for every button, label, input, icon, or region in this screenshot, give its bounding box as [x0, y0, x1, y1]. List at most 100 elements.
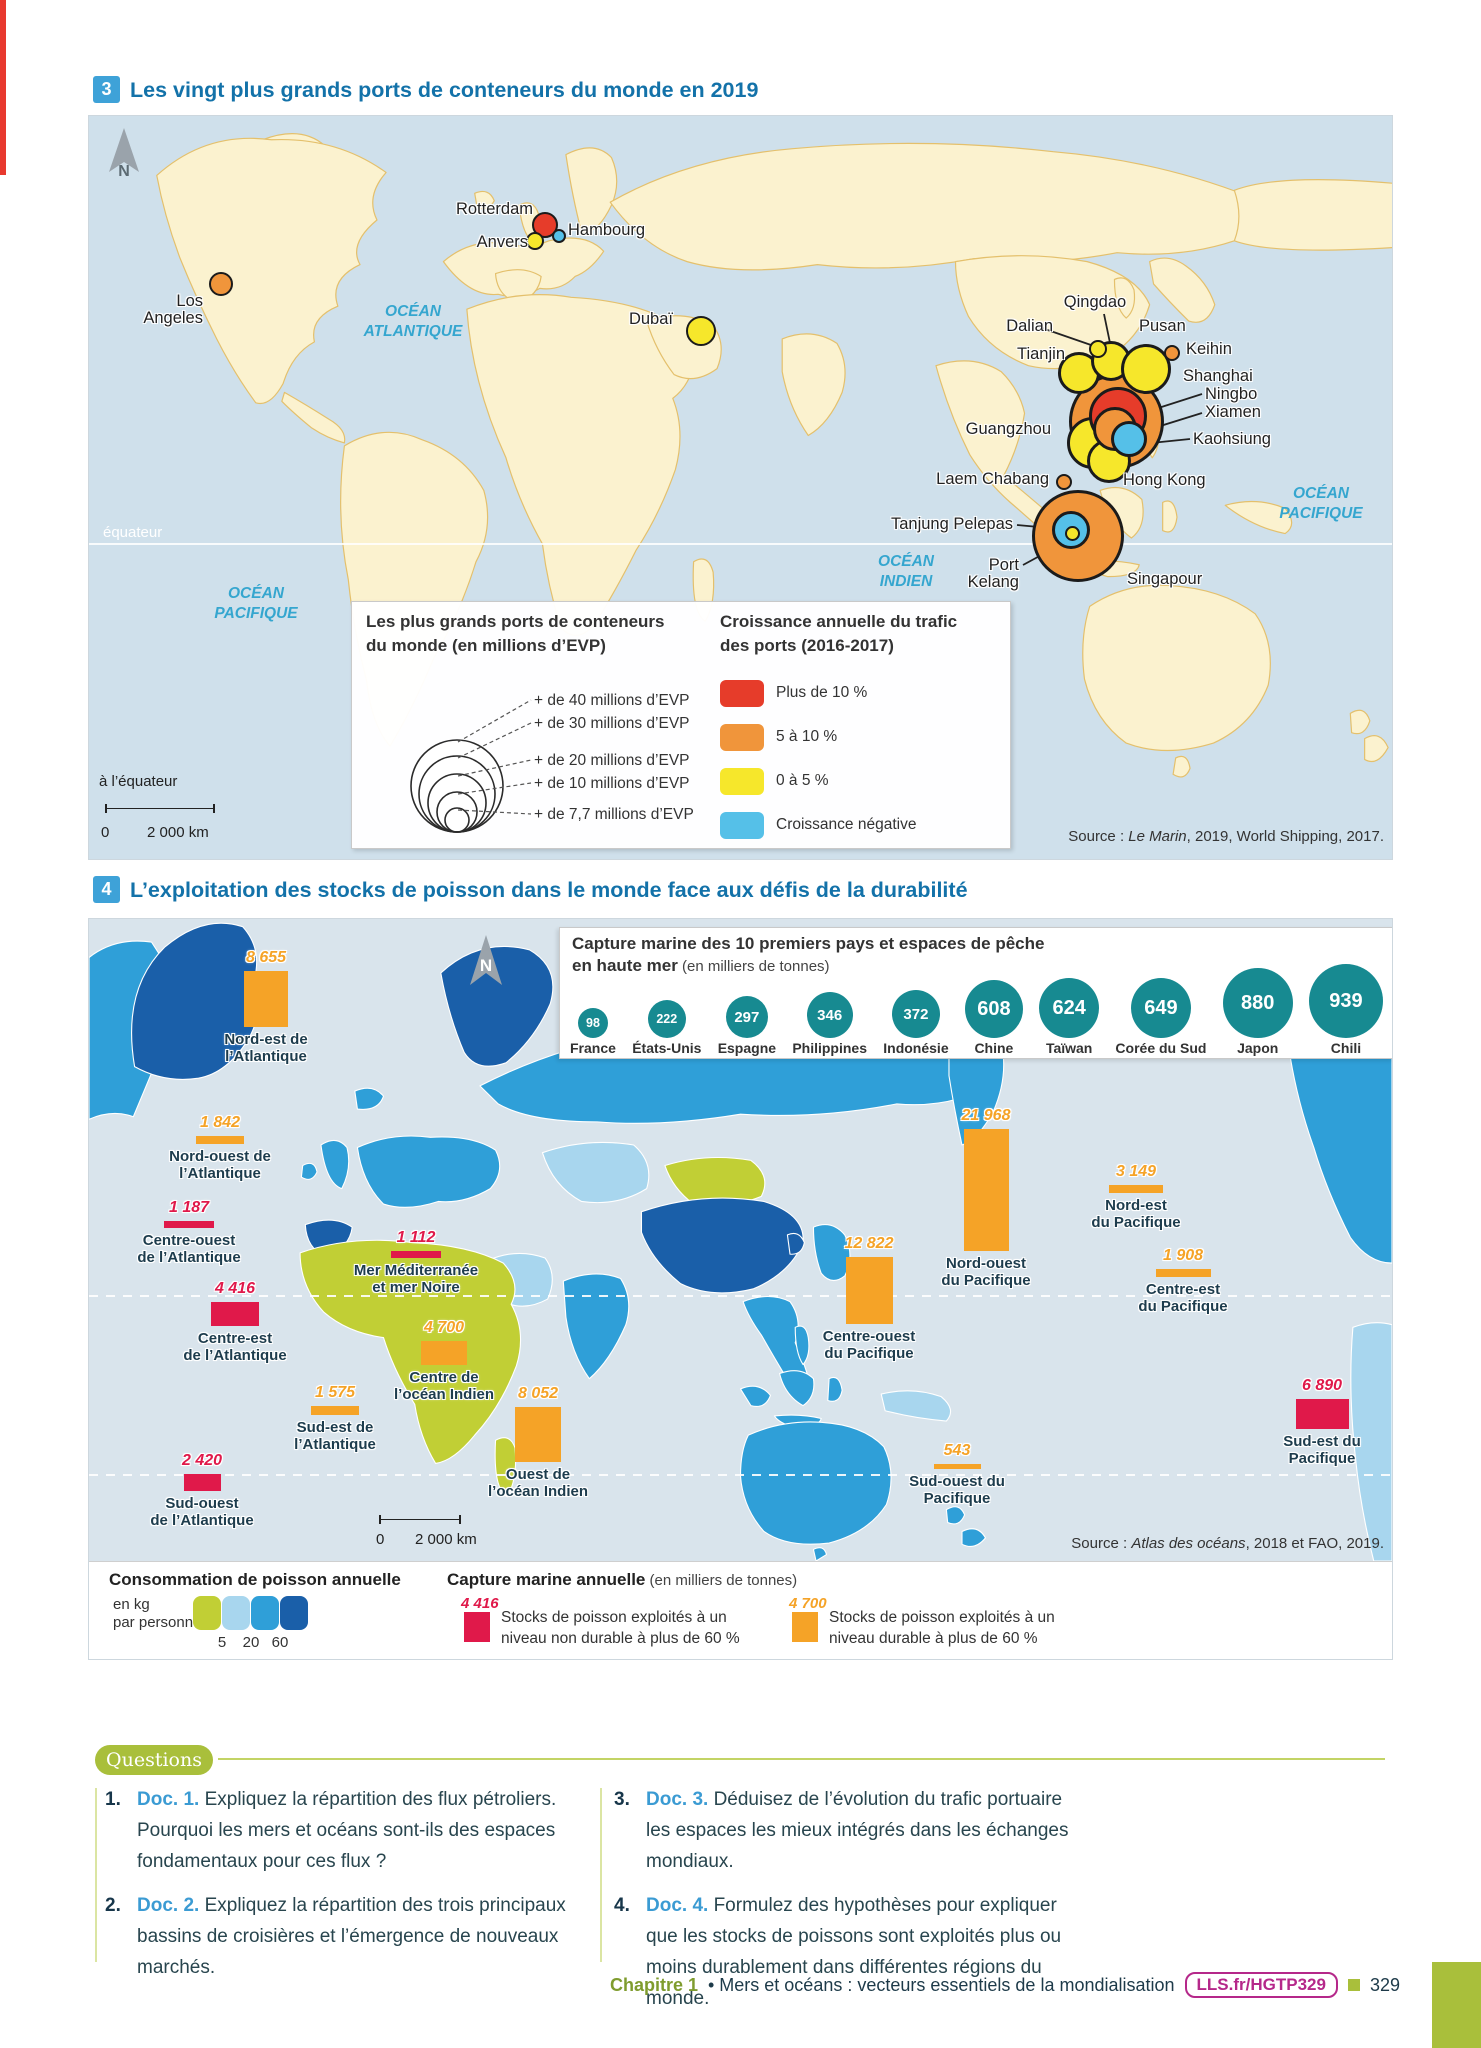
source-italic: Le Marin	[1128, 828, 1187, 845]
landmass-nz1	[946, 1507, 964, 1524]
port-marker-port-kelang	[1064, 525, 1080, 541]
landmass-japan	[813, 1225, 849, 1281]
scale-bar	[105, 804, 215, 813]
zone-name: Mer Méditerranée et mer Noire	[353, 1262, 479, 1296]
green-square-icon	[1347, 1979, 1360, 1991]
capture-circle: 608	[964, 980, 1023, 1038]
size-leader-line	[457, 782, 532, 795]
scale-distance: 2 000 km	[147, 824, 209, 841]
zone-value: 8 052	[517, 1385, 559, 1402]
capture-circle: 346	[806, 992, 853, 1038]
zone-value: 6 890	[1301, 1377, 1343, 1394]
country-name: Philippines	[792, 1040, 867, 1056]
landmass-nz2	[962, 1529, 985, 1547]
country-capture-japon: 880 Japon	[1222, 968, 1293, 1056]
question-number: 1.	[105, 1789, 121, 1810]
port-marker-hambourg	[552, 229, 566, 243]
landmass-africa	[467, 295, 696, 636]
zone-bar-centre-est	[1155, 1269, 1211, 1277]
size-leader-line	[457, 809, 532, 815]
scale-note: à l’équateur	[99, 773, 178, 790]
capture-circle: 297	[725, 996, 768, 1038]
footer: Chapitre 1 • Mers et océans : vecteurs e…	[360, 1972, 1400, 1998]
source-prefix: Source :	[1068, 828, 1129, 845]
size-label: + de 40 millions d’EVP	[534, 692, 690, 709]
size-label: + de 20 millions d’EVP	[534, 752, 690, 769]
source-italic: Atlas des océans	[1131, 1535, 1246, 1552]
zone-bar-centre-ouest	[164, 1221, 214, 1228]
doc4-number: 4	[101, 879, 112, 899]
zone-bar-centre-est	[211, 1302, 259, 1326]
question-text: Déduisez de l’évolution du trafic portua…	[646, 1789, 1069, 1872]
legend-growth-title: Croissance annuelle du trafic	[720, 612, 958, 631]
port-label-anvers: Anvers	[476, 233, 528, 251]
landmass-europe	[357, 1136, 499, 1207]
non-durable-label: Stocks de poisson exploités à un niveau …	[501, 1609, 740, 1647]
landmass-australia	[1083, 585, 1271, 750]
subtitle-normal: (en milliers de tonnes)	[677, 958, 830, 975]
consumption-swatch-3	[280, 1596, 308, 1630]
country-capture-philippines: 346 Philippines	[792, 992, 867, 1056]
zone-name: Sud-est de l’Atlantique	[294, 1419, 376, 1453]
size-label: + de 7,7 millions d’EVP	[534, 806, 694, 823]
landmass-borneo	[780, 1371, 814, 1406]
zone-value: 4 700	[423, 1319, 465, 1336]
country-name: Corée du Sud	[1115, 1040, 1207, 1056]
capture-circle: 624	[1039, 978, 1100, 1038]
country-name: Chine	[974, 1040, 1014, 1056]
port-marker-keihin	[1164, 345, 1180, 361]
zone-value: 1 842	[199, 1114, 241, 1131]
questions-column-2: 3. Doc. 3. Déduisez de l’évolution du tra…	[614, 1784, 1089, 2027]
port-label-xiamen: Xiamen	[1205, 403, 1261, 421]
map3-source: Source : Le Marin, 2019, World Shipping,…	[1068, 828, 1384, 845]
size-circle-diagram	[410, 699, 532, 833]
tropic-line-south	[89, 1474, 1392, 1476]
growth-swatch-red	[720, 680, 764, 707]
zone-value: 8 655	[245, 949, 287, 966]
doc3-badge: 3	[93, 76, 120, 103]
questions-pill: Questions	[95, 1745, 213, 1775]
questions-rule	[218, 1758, 1385, 1760]
ocean-label: OCÉAN INDIEN	[878, 553, 934, 590]
zone-name: Nord-est de l’Atlantique	[224, 1031, 308, 1065]
question-number: 4.	[614, 1895, 630, 1916]
port-label-hong-kong: Hong Kong	[1123, 471, 1206, 489]
port-marker-dalian	[1089, 340, 1107, 358]
zone-bar-sud-est-de	[311, 1406, 359, 1415]
growth-swatch-orange	[720, 724, 764, 751]
doc3-title: Les vingt plus grands ports de conteneur…	[130, 78, 759, 102]
country-name: France	[570, 1040, 616, 1056]
question-item: 4. Doc. 4. Formulez des hypothèses pour e…	[614, 1890, 1089, 2014]
port-label-port-kelang: Port Kelang	[967, 556, 1019, 591]
size-leader-line	[457, 699, 532, 743]
zone-bar-nord-est-de	[244, 971, 288, 1027]
size-label: + de 10 millions d’EVP	[534, 775, 690, 792]
zone-value: 1 575	[314, 1384, 356, 1401]
landmass-uk	[321, 1140, 349, 1188]
port-label-dalian: Dalian	[1006, 317, 1053, 335]
map3-container-ports: équateur N Les plus grands ports de cont…	[88, 115, 1393, 860]
port-label-ningbo: Ningbo	[1205, 385, 1258, 403]
country-name: Taïwan	[1045, 1040, 1093, 1056]
growth-label: Plus de 10 %	[776, 684, 868, 701]
lls-link-badge[interactable]: LLS.fr/HGTP329	[1184, 1972, 1338, 1998]
legend-sizes-title: Les plus grands ports de conteneurs	[366, 612, 665, 631]
port-label-tianjin: Tianjin	[1017, 345, 1065, 363]
landmass-russia	[610, 143, 1252, 269]
consumption-tick: 5	[217, 1634, 227, 1651]
country-name: Chili	[1330, 1040, 1362, 1056]
size-label: + de 30 millions d’EVP	[534, 715, 690, 732]
svg-text:N: N	[118, 163, 130, 180]
capture-circle: 98	[577, 1008, 608, 1038]
consumption-tick: 60	[271, 1634, 289, 1651]
landmass-tasmania	[813, 1548, 826, 1561]
question-number: 3.	[614, 1789, 630, 1810]
questions-col2-rule	[600, 1788, 602, 1962]
capture-circle: 222	[647, 1000, 686, 1038]
country-name: Espagne	[717, 1040, 777, 1056]
question-doc-ref: Doc. 1.	[137, 1789, 205, 1810]
landmass-scandinavia	[441, 946, 553, 1066]
capture-panel-subtitle: en haute mer (en milliers de tonnes)	[572, 956, 830, 976]
country-circles-row: 98 France 222 États-Unis 297 Espagne 346 Philip…	[570, 964, 1383, 1056]
landmass-india	[782, 334, 845, 436]
